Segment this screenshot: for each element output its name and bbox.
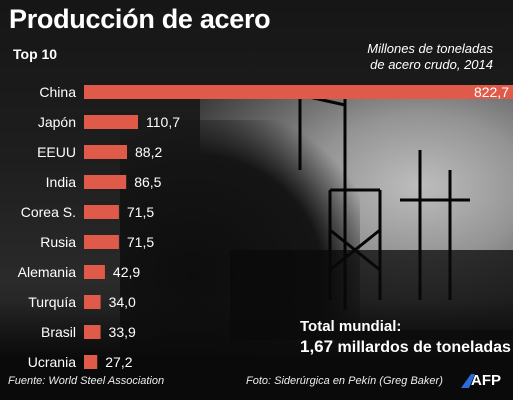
bar-jap-n: [84, 115, 138, 129]
value-label-eeuu: 88,2: [135, 144, 162, 160]
bar-india: [84, 175, 127, 189]
category-label-corea-s: Corea S.: [21, 204, 76, 220]
bar-turqu-a: [84, 295, 101, 309]
units-line-1: Millones de toneladas: [367, 41, 493, 56]
value-label-china: 822,7: [474, 84, 509, 100]
bar-eeuu: [84, 145, 128, 159]
category-label-india: India: [46, 174, 77, 190]
total-value: 1,67: [300, 337, 334, 356]
category-label-alemania: Alemania: [18, 264, 77, 280]
value-label-rusia: 71,5: [127, 234, 154, 250]
bar-china: [84, 85, 513, 99]
value-label-corea-s: 71,5: [127, 204, 154, 220]
value-label-jap-n: 110,7: [146, 114, 180, 130]
bar-rusia: [84, 235, 119, 249]
source-note: Fuente: World Steel Association: [8, 375, 165, 387]
total-box: Total mundial: 1,67 millardos de tonelad…: [300, 317, 511, 358]
total-label: Total mundial:: [300, 318, 402, 335]
chart-title: Producción de acero: [9, 4, 271, 34]
category-label-jap-n: Japón: [38, 114, 76, 130]
value-label-brasil: 33,9: [109, 324, 136, 340]
category-label-eeuu: EEUU: [37, 144, 76, 160]
chart-subtitle: Top 10: [13, 46, 58, 62]
bar-alemania: [84, 265, 105, 279]
total-value-line: 1,67 millardos de toneladas: [300, 337, 511, 358]
value-label-turqu-a: 34,0: [109, 294, 136, 310]
category-label-brasil: Brasil: [41, 324, 76, 340]
background-ground: [0, 300, 513, 400]
category-label-china: China: [39, 84, 76, 100]
bar-ucrania: [84, 355, 98, 369]
units-note: Millones de toneladas de acero crudo, 20…: [367, 41, 493, 73]
afp-logo-swoosh: [461, 374, 475, 388]
value-label-india: 86,5: [134, 174, 161, 190]
afp-logo-icon: AFP: [461, 372, 501, 388]
photo-credit: Foto: Siderúrgica en Pekín (Greg Baker): [246, 375, 443, 387]
value-label-ucrania: 27,2: [105, 354, 132, 370]
total-unit: millardos de toneladas: [337, 339, 511, 356]
category-label-ucrania: Ucrania: [28, 354, 76, 370]
afp-logo-text: AFP: [471, 372, 501, 388]
units-line-2: de acero crudo, 2014: [370, 57, 493, 72]
value-label-alemania: 42,9: [113, 264, 140, 280]
bar-corea-s: [84, 205, 119, 219]
category-label-rusia: Rusia: [40, 234, 76, 250]
category-label-turqu-a: Turquía: [28, 294, 76, 310]
bar-brasil: [84, 325, 101, 339]
